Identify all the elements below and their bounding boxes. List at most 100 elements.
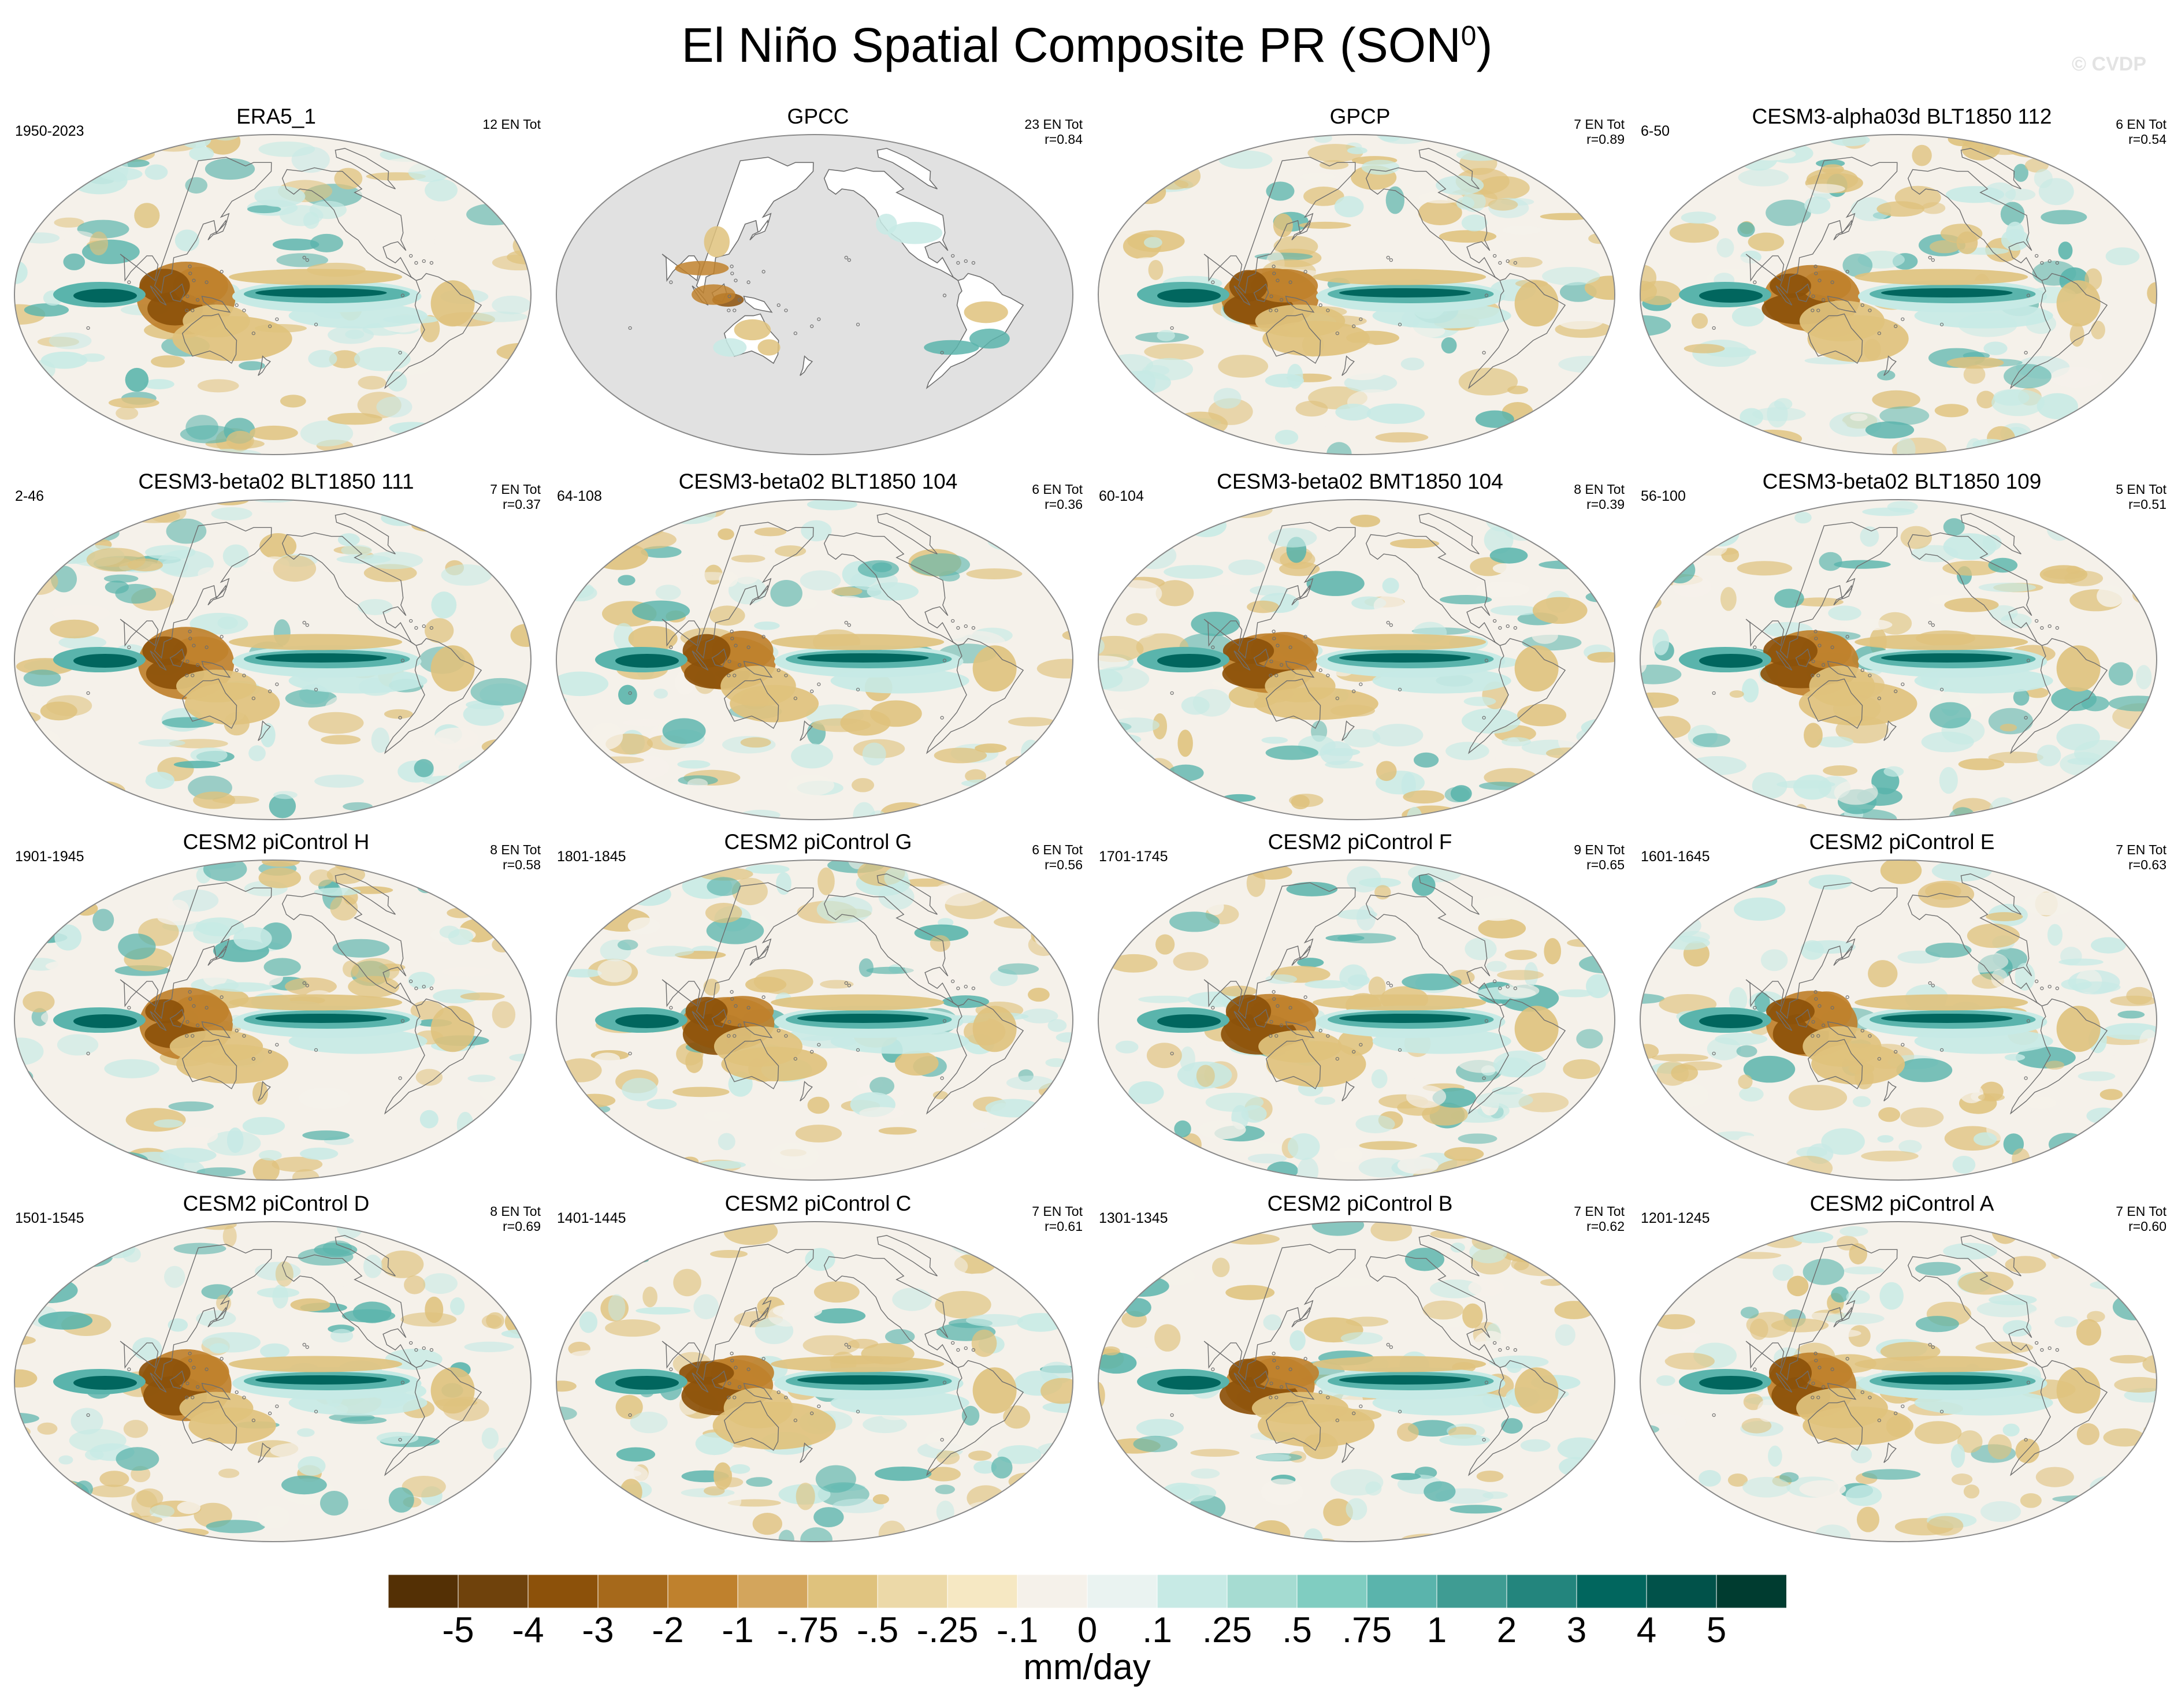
precip-anomaly-map	[1640, 134, 2157, 455]
dry-anomaly	[1514, 280, 1559, 327]
dry-anomaly	[1228, 1359, 1269, 1387]
coastline-sumatra	[1233, 1372, 1251, 1393]
anomaly-patch	[1242, 451, 1290, 455]
anomaly-patch	[478, 1275, 531, 1300]
anomaly-patch	[579, 1311, 598, 1333]
precip-anomaly-map	[1640, 499, 2157, 820]
anomaly-patch	[118, 933, 156, 960]
wet-anomaly	[1699, 289, 1763, 303]
anomaly-patch	[2132, 792, 2149, 807]
anomaly-patch	[1929, 702, 1971, 728]
island-outline	[191, 1396, 195, 1400]
anomaly-patch	[2125, 1108, 2157, 1116]
anomaly-patch	[444, 516, 471, 533]
anomaly-patch	[687, 778, 708, 789]
dry-anomaly	[430, 1006, 475, 1052]
anomaly-patch	[328, 326, 374, 344]
pattern-correlation: r=0.54	[2128, 132, 2166, 147]
island-outline	[188, 990, 192, 994]
island-outline	[2026, 1019, 2031, 1023]
coastline-south-america	[2009, 1360, 2108, 1476]
anomaly-patch	[2090, 1279, 2139, 1290]
anomaly-patch	[2048, 1133, 2087, 1156]
island-outline	[1845, 995, 1849, 999]
anomaly-patch	[519, 135, 531, 148]
anomaly-patch	[1556, 861, 1599, 881]
anomaly-patch	[1887, 501, 1918, 513]
anomaly-patch	[1501, 1418, 1523, 1434]
island-outline	[86, 1413, 90, 1417]
panel-title: GPCC	[787, 105, 849, 128]
anomaly-patch	[514, 1103, 531, 1123]
anomaly-patch	[2125, 1262, 2156, 1280]
dry-anomaly	[1313, 994, 1487, 1011]
watermark: © CVDP	[2072, 53, 2146, 75]
island-outline	[784, 1396, 788, 1400]
anomaly-patch	[1145, 145, 1205, 172]
anomaly-patch	[791, 743, 834, 769]
anomaly-patch	[707, 877, 741, 896]
island-outline	[196, 1024, 200, 1028]
anomaly-patch	[2098, 860, 2147, 865]
island-outline	[956, 987, 960, 991]
anomaly-patch	[1213, 388, 1242, 409]
land-anomaly-patch	[704, 226, 730, 258]
anomaly-patch	[626, 883, 671, 906]
island-outline	[1506, 984, 1510, 989]
dry-anomaly	[188, 1407, 276, 1444]
coastline-india	[1203, 619, 1243, 647]
anomaly-patch	[646, 946, 694, 957]
anomaly-patch	[179, 1126, 218, 1145]
island-outline	[727, 659, 731, 664]
anomaly-patch	[451, 797, 467, 820]
dry-anomaly	[172, 316, 292, 362]
anomaly-patch	[262, 860, 300, 867]
anomaly-patch	[270, 1442, 326, 1459]
anomaly-patch	[636, 1307, 691, 1315]
anomaly-patch	[1346, 1316, 1389, 1327]
anomaly-patch	[1001, 780, 1052, 800]
anomaly-patch	[1950, 1443, 1965, 1468]
anomaly-patch	[2090, 1475, 2139, 1498]
anomaly-patch	[595, 756, 644, 764]
dry-anomaly	[711, 1355, 774, 1390]
anomaly-patch	[1850, 197, 1891, 222]
anomaly-patch	[1101, 1346, 1120, 1356]
island-outline	[2035, 619, 2039, 623]
island-outline	[847, 984, 851, 988]
island-outline	[793, 331, 797, 336]
anomaly-patch	[355, 187, 393, 196]
anomaly-patch	[330, 1329, 354, 1343]
island-outline	[1398, 322, 1402, 326]
island-outline	[205, 645, 209, 649]
coastline-new-zealand	[1883, 1081, 1897, 1102]
anomaly-patch	[1195, 1527, 1224, 1542]
island-outline	[414, 1348, 418, 1352]
island-outline	[761, 270, 765, 274]
anomaly-patch	[1135, 370, 1156, 394]
anomaly-patch	[655, 585, 681, 601]
anomaly-patch	[1013, 1531, 1062, 1542]
colorbar-swatch	[1366, 1575, 1437, 1608]
anomaly-patch	[1340, 1332, 1383, 1345]
anomaly-patch	[298, 1456, 326, 1476]
anomaly-patch	[1684, 344, 1725, 353]
island-outline	[205, 1006, 209, 1010]
anomaly-patch	[127, 622, 177, 630]
wet-anomaly	[1339, 1375, 1471, 1385]
panel-years: 2-46	[15, 488, 44, 504]
island-outline	[127, 1006, 131, 1010]
island-outline	[942, 1019, 947, 1023]
wet-anomaly	[1372, 1390, 1511, 1416]
anomaly-patch	[1004, 1150, 1040, 1171]
anomaly-patch	[2090, 419, 2146, 441]
island-outline	[1513, 1348, 1517, 1352]
anomaly-patch	[828, 1055, 874, 1082]
island-outline	[1493, 1341, 1497, 1345]
map-panel: CESM2 piControl E 1601-1645 7 EN Tot r=0.63	[1630, 829, 2173, 1188]
island-outline	[235, 668, 239, 672]
dry-anomaly	[229, 994, 403, 1011]
anomaly-patch	[1261, 1479, 1303, 1505]
anomaly-patch	[556, 1271, 585, 1290]
anomaly-patch	[1976, 1300, 2037, 1318]
